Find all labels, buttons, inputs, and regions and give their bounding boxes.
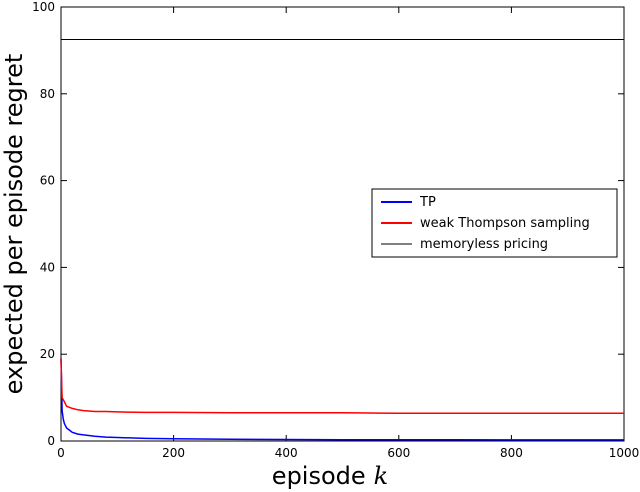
x-tick-label: 800 <box>500 446 523 460</box>
legend-label-memoryless: memoryless pricing <box>420 237 548 252</box>
legend: TP weak Thompson sampling memoryless pri… <box>371 188 618 258</box>
axis-ticks: 0 200 400 600 800 1000 0 20 40 60 80 100 <box>32 0 639 460</box>
series-line-weak-thompson <box>60 358 624 414</box>
legend-box <box>371 188 618 258</box>
y-tick-label: 80 <box>40 87 55 101</box>
x-tick-label: 200 <box>162 446 185 460</box>
y-tick-label: 0 <box>47 434 55 448</box>
x-tick-label: 400 <box>275 446 298 460</box>
legend-label-tp: TP <box>419 195 436 210</box>
x-axis-label-text: episode <box>272 462 366 490</box>
y-tick-label: 100 <box>32 0 55 14</box>
y-tick-label: 20 <box>40 347 55 361</box>
x-axis-label-var: k <box>374 462 389 490</box>
x-tick-label: 600 <box>387 446 410 460</box>
y-tick-label: 60 <box>40 174 55 188</box>
series-layer <box>60 39 624 441</box>
x-axis-label: episode k <box>272 462 388 490</box>
y-tick-label: 40 <box>40 260 55 274</box>
series-line-tp <box>60 358 624 441</box>
y-axis-label: expected per episode regret <box>0 54 28 395</box>
x-tick-label: 0 <box>57 446 65 460</box>
legend-label-weak-thompson: weak Thompson sampling <box>420 216 590 231</box>
x-tick-label: 1000 <box>609 446 640 460</box>
